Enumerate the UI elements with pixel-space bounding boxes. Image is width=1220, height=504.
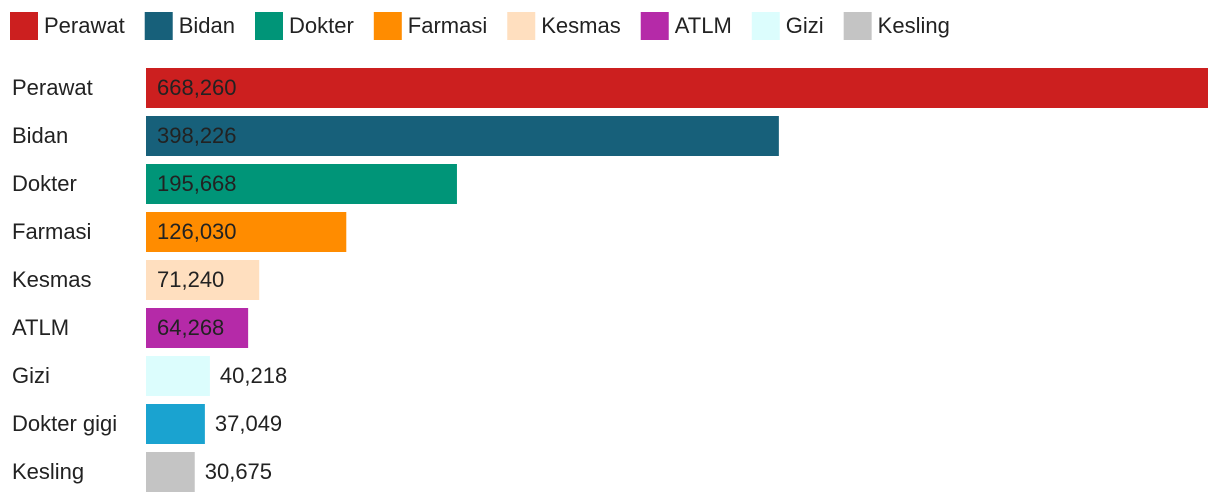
legend-label: Kesling — [878, 13, 950, 38]
category-label: Farmasi — [12, 219, 91, 244]
bar — [146, 404, 205, 444]
value-label: 398,226 — [157, 123, 237, 148]
category-label: Kesmas — [12, 267, 91, 292]
category-label: ATLM — [12, 315, 69, 340]
legend-swatch — [751, 12, 780, 40]
category-label: Gizi — [12, 363, 50, 388]
legend-swatch — [843, 12, 872, 40]
value-label: 71,240 — [157, 267, 224, 292]
value-label: 668,260 — [157, 75, 237, 100]
legend-label: Perawat — [44, 13, 125, 38]
bar — [146, 308, 249, 348]
legend-label: Farmasi — [408, 13, 487, 38]
legend-label: Dokter — [289, 13, 354, 38]
bar — [146, 260, 260, 300]
legend-swatch — [10, 12, 38, 40]
category-label: Dokter gigi — [12, 411, 117, 436]
category-label: Perawat — [12, 75, 93, 100]
legend-swatch — [373, 12, 402, 40]
legend-label: Bidan — [179, 13, 235, 38]
bar — [146, 164, 457, 204]
legend-swatch — [255, 12, 283, 40]
bar — [146, 212, 347, 252]
legend-swatch — [640, 12, 669, 40]
bar — [146, 356, 210, 396]
value-label: 195,668 — [157, 171, 237, 196]
bar — [146, 68, 1208, 108]
category-label: Kesling — [12, 459, 84, 484]
value-label: 40,218 — [220, 363, 287, 388]
value-label: 126,030 — [157, 219, 237, 244]
bar — [146, 116, 779, 156]
category-label: Dokter — [12, 171, 77, 196]
value-label: 64,268 — [157, 315, 224, 340]
category-label: Bidan — [12, 123, 68, 148]
bar — [146, 452, 195, 492]
legend-label: ATLM — [675, 13, 732, 38]
legend-label: Gizi — [786, 13, 824, 38]
legend-swatch — [144, 12, 173, 40]
value-label: 37,049 — [215, 411, 282, 436]
legend-label: Kesmas — [541, 13, 620, 38]
legend-swatch — [507, 12, 536, 40]
value-label: 30,675 — [205, 459, 272, 484]
